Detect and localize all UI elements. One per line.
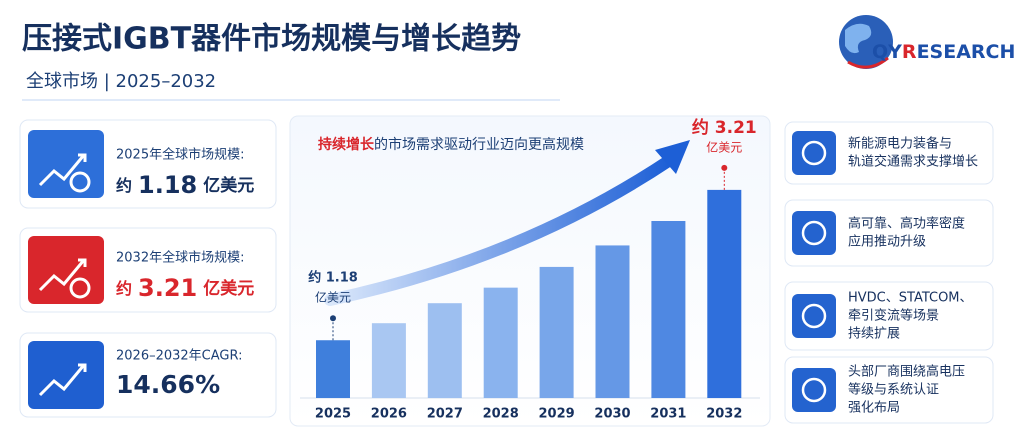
bar — [707, 189, 742, 398]
growth-arrow — [324, 154, 676, 306]
driver-text: 高可靠、高功率密度 — [848, 216, 965, 232]
driver-text: 头部厂商围绕高电压 — [848, 364, 965, 380]
value-unit: 亿美元 — [706, 139, 742, 154]
bar — [316, 340, 350, 398]
card-label: 2026–2032年CAGR: — [116, 349, 243, 364]
driver-text: 轨道交通需求支撑增长 — [848, 154, 978, 170]
x-tick-label: 2026 — [371, 407, 407, 422]
chart-annotation: 持续增长的市场需求驱动行业迈向更高规模 — [318, 136, 584, 153]
arrow-head — [655, 140, 690, 174]
bar — [483, 287, 518, 398]
card-value: 约 1.18 亿美元 — [116, 171, 254, 199]
card-value: 约 3.21 亿美元 — [116, 274, 254, 302]
value-label: 约 3.21 — [692, 117, 757, 138]
card-label: 2025年全球市场规模: — [116, 147, 244, 163]
x-tick-label: 2031 — [650, 407, 686, 422]
title: 压接式IGBT器件市场规模与增长趋势 — [22, 22, 521, 57]
x-tick-label: 2025 — [315, 407, 351, 422]
bar — [651, 220, 686, 398]
card-label: 2032年全球市场规模: — [116, 250, 244, 266]
driver-card — [784, 199, 994, 267]
driver-text: 牵引变流等场景 — [848, 308, 939, 324]
driver-glyph — [801, 303, 827, 329]
card-value: 14.66% — [116, 370, 220, 399]
driver-text: HVDC、STATCOM、 — [848, 291, 973, 306]
bar — [595, 245, 630, 398]
driver-text: 新能源电力装备与 — [848, 136, 952, 152]
driver-text: 等级与系统认证 — [848, 382, 939, 398]
chart-panel — [289, 115, 771, 427]
subtitle: 全球市场 | 2025–2032 — [26, 71, 216, 92]
x-tick-label: 2032 — [706, 407, 742, 422]
icon — [28, 130, 104, 198]
value-label: 约 1.18 — [308, 270, 358, 286]
x-tick-label: 2030 — [594, 407, 630, 422]
driver-glyph — [801, 220, 827, 246]
x-tick-label: 2027 — [427, 407, 463, 422]
label-dot — [721, 164, 728, 171]
driver-text: 持续扩展 — [848, 327, 900, 342]
logo-text: QYRESEARCH — [872, 41, 1015, 63]
driver-card — [784, 281, 994, 351]
driver-glyph — [801, 140, 827, 166]
bar — [371, 323, 406, 398]
x-tick-label: 2029 — [539, 407, 575, 422]
driver-icon — [792, 368, 836, 412]
driver-card — [784, 121, 994, 185]
driver-icon — [792, 294, 836, 338]
icon — [28, 236, 104, 304]
driver-icon — [792, 131, 836, 175]
driver-glyph — [801, 377, 827, 403]
x-tick-label: 2028 — [483, 407, 519, 422]
bar — [427, 303, 462, 398]
driver-text: 强化布局 — [848, 401, 900, 416]
value-unit: 亿美元 — [315, 290, 351, 305]
kpi-cards: 2025年全球市场规模: 约 1.18 亿美元 2032年全球市场规模: 约 3.21… — [19, 119, 277, 418]
driver-card — [784, 356, 994, 424]
driver-text: 应用推动升级 — [848, 234, 926, 250]
bar — [539, 266, 574, 398]
label-dot — [330, 315, 336, 322]
icon-glyphs — [38, 153, 91, 397]
icon — [28, 341, 104, 409]
driver-icon — [792, 211, 836, 255]
logo: QYRESEARCH — [839, 15, 1015, 69]
